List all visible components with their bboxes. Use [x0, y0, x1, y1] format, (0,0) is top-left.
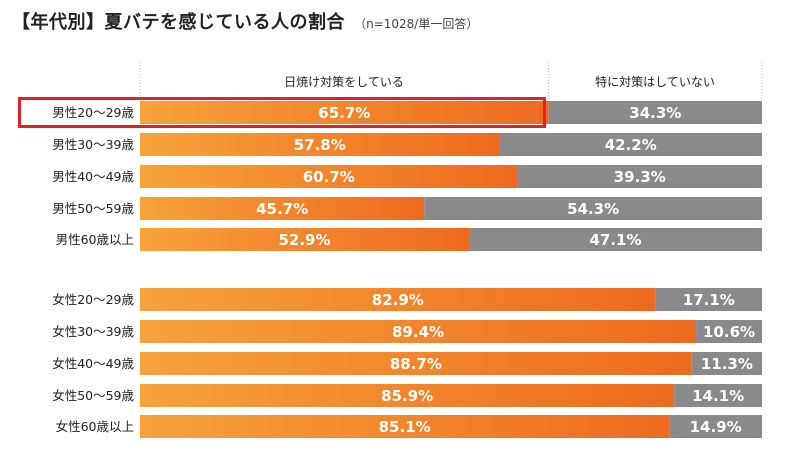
data-label-no-care: 42.2% [605, 136, 657, 154]
data-label-sunburn-care: 57.8% [294, 136, 346, 154]
chart-title: 【年代別】夏バテを感じている人の割合 （n=1028/単一回答） [12, 8, 478, 34]
data-label-sunburn-care: 52.9% [278, 231, 330, 249]
data-label-no-care: 10.6% [703, 323, 755, 341]
bar-no-care [669, 415, 762, 438]
bar-sunburn-care [140, 165, 518, 188]
bar-no-care [499, 133, 762, 156]
category-label: 女性40～49歳 [52, 356, 134, 371]
bar-sunburn-care [140, 133, 500, 156]
bar-sunburn-care [140, 352, 692, 375]
bar-sunburn-care [140, 415, 670, 438]
category-label: 男性40～49歳 [52, 169, 134, 184]
chart-title-main: 【年代別】夏バテを感じている人の割合 [12, 12, 345, 33]
data-label-sunburn-care: 85.1% [379, 418, 431, 436]
bar-no-care [548, 101, 762, 124]
bar-no-care [469, 228, 762, 251]
bar-sunburn-care [140, 320, 697, 343]
category-label: 男性60歳以上 [56, 232, 134, 247]
category-label: 女性50～59歳 [52, 388, 134, 403]
bar-sunburn-care [140, 384, 675, 407]
bar-sunburn-care [140, 288, 656, 311]
bar-no-care [424, 197, 762, 220]
data-label-sunburn-care: 45.7% [256, 200, 308, 218]
column-dividers [139, 62, 763, 100]
category-label: 女性30～39歳 [52, 324, 134, 339]
bar-no-care [696, 320, 762, 343]
data-label-no-care: 14.9% [690, 418, 742, 436]
data-label-no-care: 17.1% [683, 291, 735, 309]
data-label-no-care: 34.3% [629, 104, 681, 122]
bar-no-care [674, 384, 762, 407]
category-label: 男性30～39歳 [52, 137, 134, 152]
legend-label-sunburn-care: 日焼け対策をしている [284, 75, 404, 89]
bar-no-care [655, 288, 762, 311]
data-label-no-care: 39.3% [614, 168, 666, 186]
data-label-no-care: 11.3% [701, 355, 753, 373]
category-labels: 男性20～29歳男性30～39歳男性40～49歳男性50～59歳男性60歳以上女… [52, 105, 134, 434]
data-label-sunburn-care: 88.7% [390, 355, 442, 373]
bar-sunburn-care [140, 197, 425, 220]
data-label-sunburn-care: 65.7% [318, 104, 370, 122]
data-label-sunburn-care: 85.9% [381, 387, 433, 405]
category-label: 女性20～29歳 [52, 292, 134, 307]
category-label: 男性20～29歳 [52, 105, 134, 120]
chart-subtitle: （n=1028/単一回答） [354, 17, 479, 31]
bar-sunburn-care [140, 101, 549, 124]
category-label: 男性50～59歳 [52, 201, 134, 216]
legend-label-no-care: 特に対策はしていない [595, 75, 715, 89]
bar-sunburn-care [140, 228, 470, 251]
data-label-sunburn-care: 60.7% [303, 168, 355, 186]
data-label-no-care: 14.1% [692, 387, 744, 405]
category-label: 女性60歳以上 [56, 419, 134, 434]
data-label-no-care: 47.1% [589, 231, 641, 249]
bar-no-care [517, 165, 762, 188]
data-label-sunburn-care: 82.9% [372, 291, 424, 309]
data-label-no-care: 54.3% [567, 200, 619, 218]
bar-group: 65.7% 34.3% 57.8% 42.2% 60.7% 39.3% 45.7% 54.3%… [140, 101, 762, 438]
bar-no-care [691, 352, 762, 375]
data-label-sunburn-care: 89.4% [392, 323, 444, 341]
